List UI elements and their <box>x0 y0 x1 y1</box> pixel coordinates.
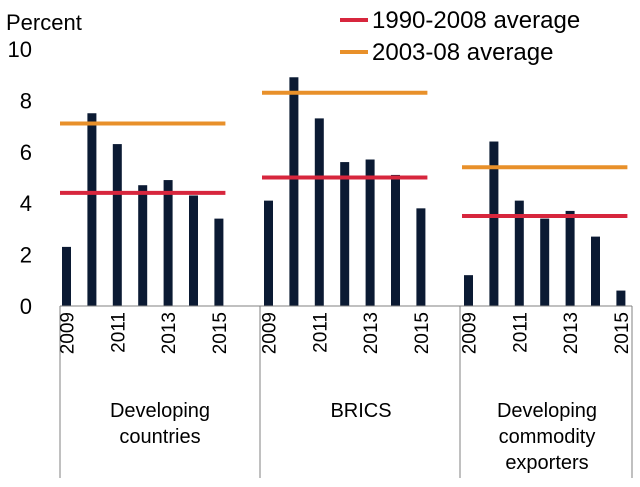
group-label: countries <box>119 426 200 448</box>
legend-label-2003-08: 2003-08 average <box>372 39 553 66</box>
group-label: Developing <box>497 400 597 422</box>
y-tick-label: 4 <box>20 191 32 216</box>
y-tick-label: 6 <box>20 140 32 165</box>
x-tick-label: 2009 <box>58 312 79 354</box>
bar <box>489 141 499 306</box>
bar <box>416 208 426 306</box>
x-tick-label: 2013 <box>159 312 180 354</box>
group-label: BRICS <box>330 400 391 422</box>
group-label: exporters <box>505 452 588 474</box>
bar <box>138 185 148 306</box>
x-tick-label: 2015 <box>412 312 433 354</box>
bar <box>314 118 324 306</box>
y-axis: 0 2 4 6 8 10 <box>8 37 32 319</box>
x-tick-label: 2011 <box>310 312 331 353</box>
bar <box>540 218 550 306</box>
bar <box>616 290 626 306</box>
group-label: Developing <box>110 400 210 422</box>
y-tick-label: 10 <box>8 37 32 62</box>
bar <box>591 236 600 306</box>
x-tick-label: 2013 <box>561 312 582 354</box>
x-tick-label: 2011 <box>510 312 531 353</box>
bar <box>264 200 273 306</box>
bar <box>214 218 224 306</box>
average-lines <box>60 90 628 219</box>
bar <box>189 195 198 306</box>
bar <box>565 210 575 306</box>
bars <box>62 77 626 307</box>
bar <box>464 275 473 306</box>
y-tick-label: 0 <box>20 294 32 319</box>
x-axis: 2009 2011 2013 2015 Developing countries 2009 2… <box>58 305 633 478</box>
bar <box>62 246 71 306</box>
legend-label-1990-2008: 1990-2008 average <box>372 7 580 34</box>
bar <box>340 162 350 306</box>
x-tick-label: 2015 <box>210 312 231 354</box>
bar <box>289 77 299 307</box>
bar <box>112 144 122 306</box>
x-tick-label: 2011 <box>108 312 129 353</box>
y-tick-label: 2 <box>20 243 32 268</box>
group-label: commodity <box>499 426 596 448</box>
bar <box>514 200 524 306</box>
legend: 1990-2008 average 2003-08 average <box>340 7 580 66</box>
bar <box>391 174 400 306</box>
x-tick-label: 2009 <box>260 312 281 354</box>
bar <box>87 113 97 306</box>
x-tick-label: 2009 <box>460 312 481 354</box>
bar <box>163 180 173 306</box>
bar <box>365 159 375 306</box>
x-tick-label: 2013 <box>361 312 382 354</box>
y-tick-label: 8 <box>20 88 32 113</box>
y-axis-unit-label: Percent <box>6 10 82 35</box>
x-tick-label: 2015 <box>612 312 633 354</box>
